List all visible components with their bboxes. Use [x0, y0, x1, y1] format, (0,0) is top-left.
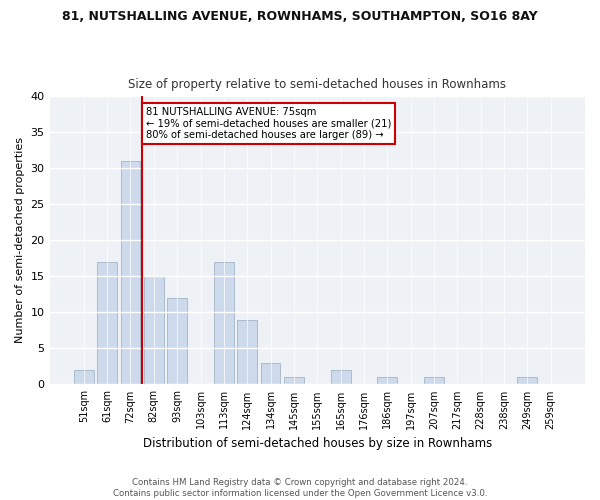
Text: 81, NUTSHALLING AVENUE, ROWNHAMS, SOUTHAMPTON, SO16 8AY: 81, NUTSHALLING AVENUE, ROWNHAMS, SOUTHA… [62, 10, 538, 23]
Bar [238, 320, 257, 384]
Bar [97, 262, 117, 384]
Bar [121, 161, 140, 384]
Bar [144, 276, 164, 384]
Y-axis label: Number of semi-detached properties: Number of semi-detached properties [15, 138, 25, 344]
Bar [74, 370, 94, 384]
Text: 81 NUTSHALLING AVENUE: 75sqm
← 19% of semi-detached houses are smaller (21)
80% : 81 NUTSHALLING AVENUE: 75sqm ← 19% of se… [146, 107, 391, 140]
Bar [260, 363, 280, 384]
Title: Size of property relative to semi-detached houses in Rownhams: Size of property relative to semi-detach… [128, 78, 506, 91]
Bar [214, 262, 234, 384]
Bar [377, 377, 397, 384]
Bar [331, 370, 350, 384]
Bar [424, 377, 444, 384]
X-axis label: Distribution of semi-detached houses by size in Rownhams: Distribution of semi-detached houses by … [143, 437, 492, 450]
Text: Contains HM Land Registry data © Crown copyright and database right 2024.
Contai: Contains HM Land Registry data © Crown c… [113, 478, 487, 498]
Bar [284, 377, 304, 384]
Bar [517, 377, 538, 384]
Bar [167, 298, 187, 384]
